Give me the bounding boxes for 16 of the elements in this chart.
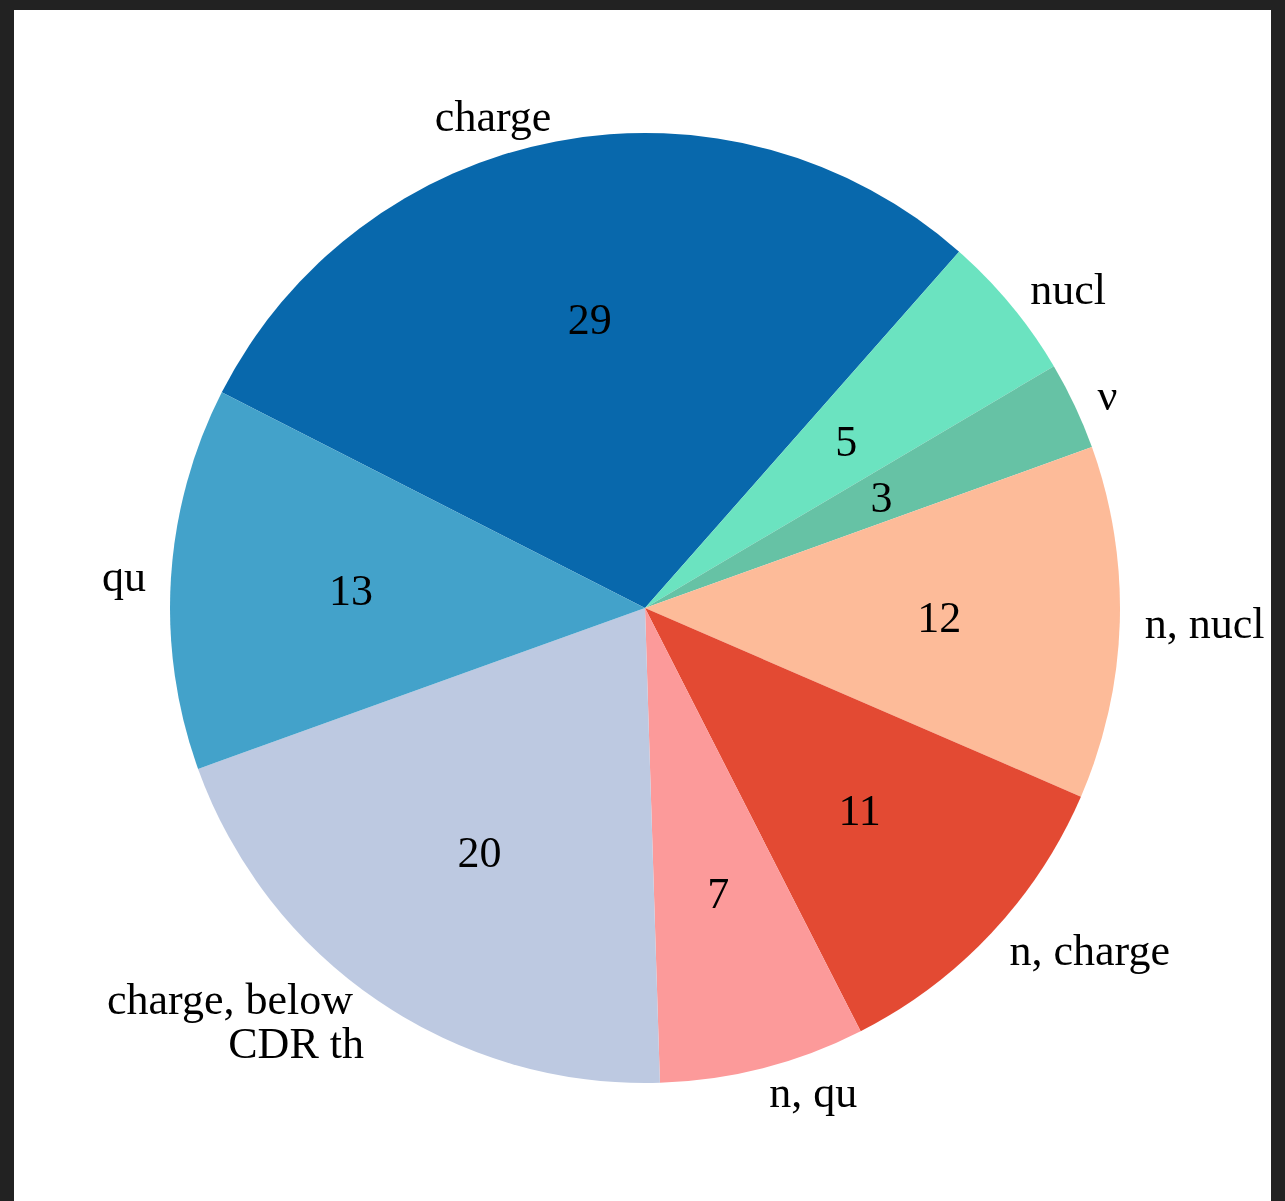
data-label: 11 [838, 784, 881, 836]
slice-label: ν [1097, 370, 1118, 420]
slice-label: nucl [1030, 264, 1107, 314]
data-label: 5 [835, 415, 858, 467]
data-label: 7 [707, 867, 730, 919]
slice-label: n, charge [1009, 925, 1170, 975]
slice-label: n, qu [769, 1067, 858, 1117]
slice-label: charge [434, 92, 552, 142]
data-label: 13 [329, 564, 374, 615]
data-label: 3 [870, 471, 893, 523]
data-label: 20 [457, 826, 502, 878]
slice-label: n, nucl [1144, 599, 1265, 649]
data-label: 12 [917, 591, 962, 643]
slice-label: charge, below CDR th [106, 975, 364, 1069]
slice-label: qu [101, 552, 146, 602]
data-label: 29 [567, 293, 612, 345]
